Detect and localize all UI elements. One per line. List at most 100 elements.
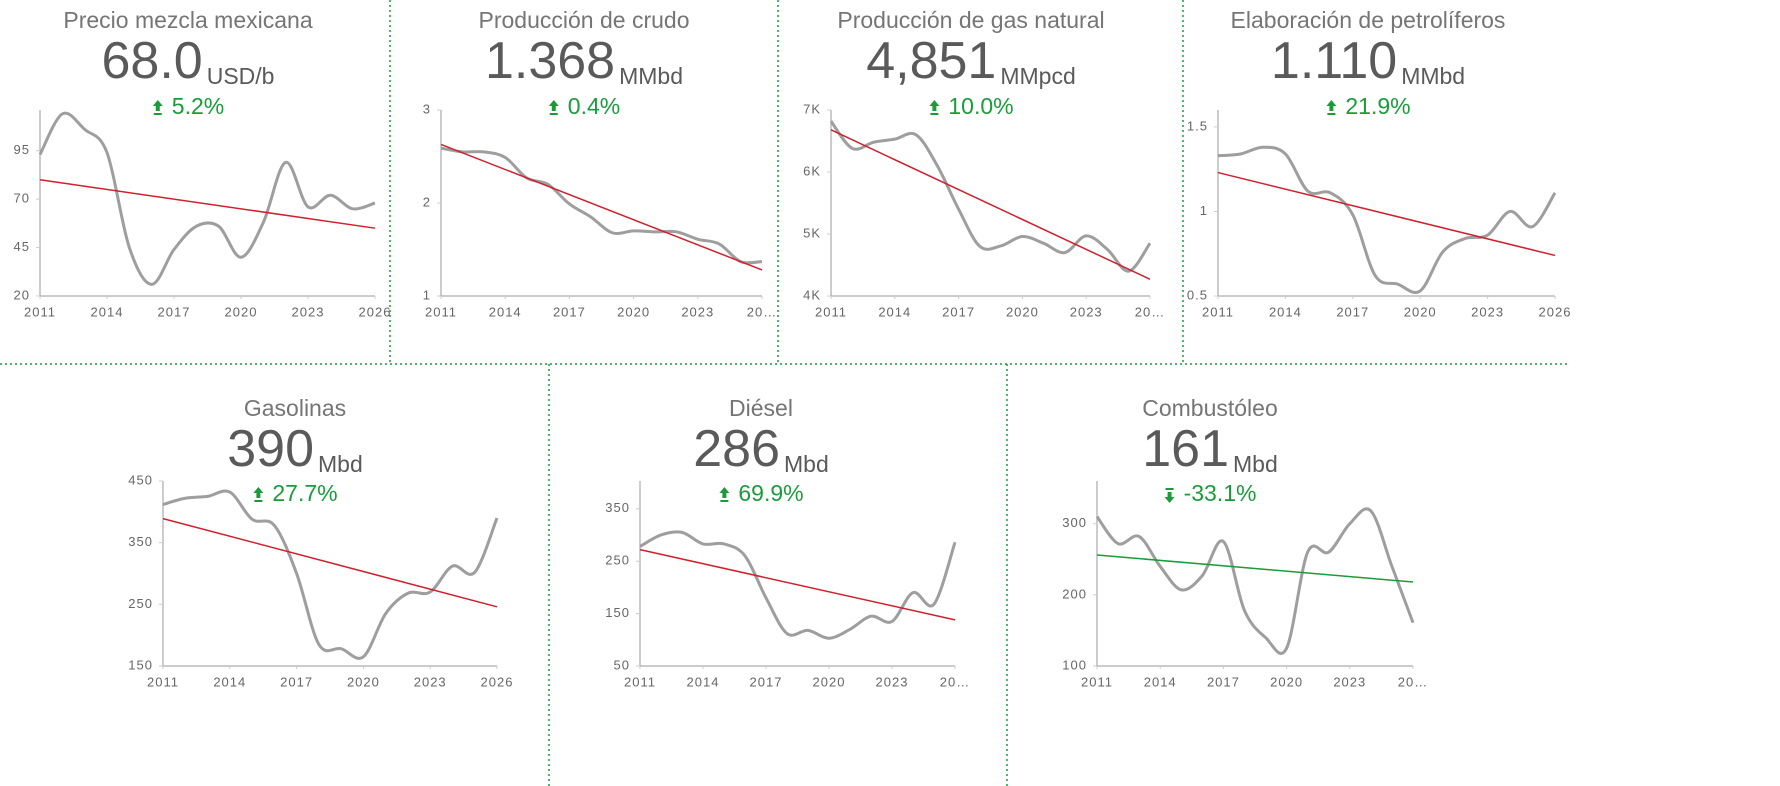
chart-title: Producción de crudo — [479, 7, 690, 33]
data-line — [829, 120, 1152, 273]
x-tick-label: 2017 — [280, 674, 313, 689]
kpi-value: 4,851 — [866, 32, 996, 90]
change-arrow — [152, 100, 163, 115]
y-tick-label: 50 — [614, 657, 630, 672]
x-tick-label: 2020 — [347, 674, 380, 689]
x-tick-label: 2020 — [1404, 304, 1437, 319]
x-tick-label: 2011 — [1202, 304, 1234, 319]
x-tick-label: 2020 — [813, 674, 846, 689]
x-tick-label: 2014 — [91, 304, 124, 319]
y-tick-label: 95 — [14, 142, 30, 157]
x-tick-label: 2011 — [624, 674, 656, 689]
kpi-value: 1.368 — [485, 32, 615, 90]
y-tick-label: 350 — [128, 534, 153, 549]
data-line — [440, 146, 763, 265]
kpi-unit: MMpcd — [1000, 63, 1075, 89]
y-tick-label: 450 — [128, 472, 153, 487]
x-tick-label: 2014 — [489, 304, 522, 319]
y-tick-label: 350 — [605, 500, 630, 515]
kpi-value: 286 — [693, 420, 780, 478]
change: 69.9% — [738, 480, 803, 506]
y-tick-label: 45 — [14, 239, 30, 254]
y-tick-label: 2 — [423, 194, 431, 209]
y-tick-label: 150 — [128, 657, 153, 672]
x-tick-label: 2026 — [1539, 304, 1572, 319]
chart-title: Elaboración de petrolíferos — [1231, 7, 1506, 33]
y-tick-label: 7K — [803, 101, 821, 116]
change: 21.9% — [1345, 93, 1410, 119]
y-tick-label: 1 — [1200, 203, 1208, 218]
x-tick-label: 2017 — [553, 304, 586, 319]
x-tick-label: 2023 — [876, 674, 909, 689]
trend-line — [1217, 171, 1556, 257]
kpi: 161 Mbd — [1142, 420, 1278, 478]
x-tick-label: 2023 — [292, 304, 325, 319]
change-arrow — [1326, 100, 1337, 115]
kpi: 286 Mbd — [693, 420, 829, 478]
x-tick-label: 2014 — [1269, 304, 1302, 319]
y-tick-label: 0.5 — [1187, 287, 1208, 302]
y-tick-label: 100 — [1062, 657, 1087, 672]
change-arrow — [929, 100, 940, 115]
kpi: 4,851 MMpcd — [866, 32, 1076, 90]
kpi-unit: Mbd — [1233, 451, 1278, 477]
trend-line — [162, 517, 498, 608]
x-tick-label: 2014 — [1144, 674, 1177, 689]
x-tick-label: 2014 — [213, 674, 246, 689]
change: 27.7% — [272, 480, 337, 506]
kpi-unit: Mbd — [318, 451, 363, 477]
data-line — [639, 530, 957, 640]
data-line — [38, 111, 376, 286]
x-tick-label: 20… — [747, 304, 777, 319]
chart-title: Producción de gas natural — [837, 7, 1104, 33]
y-tick-label: 3 — [423, 101, 431, 116]
chart-title: Diésel — [729, 395, 793, 421]
data-line — [1095, 507, 1415, 655]
change: 10.0% — [948, 93, 1013, 119]
x-tick-label: 2011 — [425, 304, 457, 319]
trend-line — [39, 179, 376, 229]
x-tick-label: 2020 — [1006, 304, 1039, 319]
x-tick-label: 2014 — [878, 304, 911, 319]
x-tick-label: 2026 — [359, 304, 392, 319]
chart-title: Combustóleo — [1142, 395, 1278, 421]
x-tick-label: 2017 — [1336, 304, 1369, 319]
x-tick-label: 2017 — [158, 304, 191, 319]
kpi: 68.0 USD/b — [102, 32, 275, 90]
x-tick-label: 20… — [1135, 304, 1165, 319]
y-tick-label: 20 — [14, 287, 30, 302]
x-tick-label: 2026 — [481, 674, 514, 689]
x-tick-label: 2023 — [414, 674, 447, 689]
x-tick-label: 2023 — [681, 304, 714, 319]
change: 5.2% — [172, 93, 224, 119]
y-tick-label: 250 — [605, 553, 630, 568]
x-tick-label: 2017 — [750, 674, 783, 689]
kpi: 390 Mbd — [227, 420, 363, 478]
change: -33.1% — [1184, 480, 1257, 506]
y-tick-label: 250 — [128, 596, 153, 611]
trend-line — [830, 129, 1151, 280]
kpi-value: 68.0 — [102, 32, 203, 90]
y-tick-label: 4K — [803, 287, 821, 302]
chart-title: Precio mezcla mexicana — [63, 7, 312, 33]
x-tick-label: 2023 — [1333, 674, 1366, 689]
y-tick-label: 300 — [1062, 515, 1087, 530]
y-tick-label: 6K — [803, 163, 821, 178]
kpi-value: 1.110 — [1271, 32, 1397, 90]
y-tick-label: 200 — [1062, 586, 1087, 601]
kpi-value: 390 — [227, 420, 314, 478]
x-tick-label: 20… — [1398, 674, 1428, 689]
y-tick-label: 1 — [423, 287, 431, 302]
x-tick-label: 2020 — [225, 304, 258, 319]
y-tick-label: 150 — [605, 605, 630, 620]
y-tick-label: 5K — [803, 225, 821, 240]
trend-line — [440, 143, 763, 271]
kpi: 1.368 MMbd — [485, 32, 683, 90]
y-tick-label: 1.5 — [1187, 118, 1208, 133]
kpi-value: 161 — [1142, 420, 1229, 478]
x-tick-label: 2020 — [1270, 674, 1303, 689]
kpi-unit: USD/b — [207, 63, 275, 89]
chart-title: Gasolinas — [244, 395, 346, 421]
x-tick-label: 2017 — [942, 304, 975, 319]
